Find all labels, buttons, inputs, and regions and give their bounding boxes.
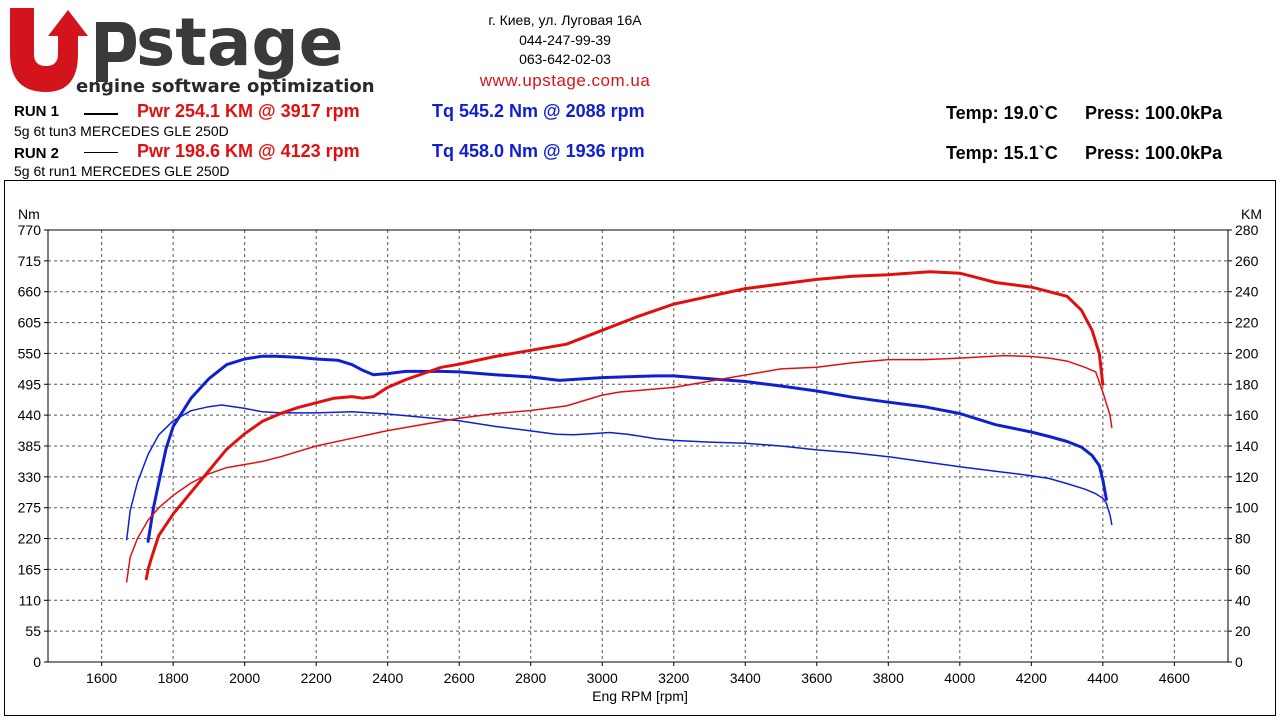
y-left-tick-label: 715 [18,253,42,269]
dyno-chart-frame [4,180,1276,716]
run1-temp: Temp: 19.0`C [946,103,1058,123]
y-left-tick-label: 605 [18,315,42,331]
x-tick-label: 3200 [658,670,689,686]
run1-description: 5g 6t tun3 MERCEDES GLE 250D [14,123,229,139]
y-right-tick-label: 200 [1235,345,1259,361]
y-left-tick-label: 440 [18,407,42,423]
x-tick-label: 2400 [372,670,403,686]
x-tick-label: 2800 [515,670,546,686]
y-right-tick-label: 120 [1235,469,1259,485]
grid-lines [48,229,1228,663]
y-right-tick-label: 20 [1235,623,1251,639]
y-right-tick-label: 100 [1235,500,1259,516]
logo-main-text: stage [136,4,343,81]
x-tick-label: 4200 [1016,670,1047,686]
run2-label: RUN 2 [14,145,60,162]
y-right-tick-label: 160 [1235,407,1259,423]
y-left-tick-label: 275 [18,500,42,516]
y-right-tick-label: 260 [1235,253,1259,269]
x-tick-label: 3600 [801,670,832,686]
run2-press: Press: 100.0kPa [1085,143,1223,163]
phone-2: 063-642-02-03 [519,51,611,67]
y-right-tick-label: 220 [1235,315,1259,331]
y-right-tick-label: 240 [1235,284,1259,300]
y-left-tick-label: 385 [18,438,42,454]
y-right-tick-label: 140 [1235,438,1259,454]
run2-power: Pwr 198.6 KM @ 4123 rpm [137,141,360,161]
y-right-tick-label: 60 [1235,561,1251,577]
y-left-tick-label: 110 [19,592,42,608]
y-right-tick-label: 280 [1235,222,1259,238]
y-right-tick-label: 180 [1235,376,1259,392]
x-tick-label: 4600 [1159,670,1190,686]
y-left-tick-label: 220 [18,531,42,547]
run2-temp: Temp: 15.1`C [946,143,1058,163]
run1-press: Press: 100.0kPa [1085,103,1223,123]
run2-description: 5g 6t run1 MERCEDES GLE 250D [14,163,230,179]
y-left-tick-label: 770 [18,222,42,238]
x-tick-label: 3000 [587,670,618,686]
upstage-logo: stage engine software optimization [4,2,409,107]
series-line-2 [125,404,1113,541]
axis-ticks: 1600 1800 2000 2200 2400 2600 2800 3000 3200 3400… [18,222,1259,686]
run1-power: Pwr 254.1 KM @ 3917 rpm [137,101,360,121]
x-tick-label: 1600 [86,670,117,686]
x-tick-label: 1800 [158,670,189,686]
address: г. Киев, ул. Луговая 16А [488,12,642,28]
y-left-tick-label: 55 [25,623,41,639]
x-tick-label: 3800 [873,670,904,686]
x-tick-label: 4000 [944,670,975,686]
y-left-tick-label: 495 [18,376,42,392]
phone-1: 044-247-99-39 [519,32,611,48]
series-line-3 [144,270,1105,581]
x-tick-label: 2600 [444,670,475,686]
y-left-tick-label: 330 [18,469,42,485]
x-tick-label: 3400 [730,670,761,686]
series-line-4 [125,354,1113,583]
x-tick-label: 2000 [229,670,260,686]
x-tick-label: 4400 [1087,670,1118,686]
y-axis-right-label: KM [1241,206,1262,222]
run2-torque: Tq 458.0 Nm @ 1936 rpm [432,141,645,161]
y-right-tick-label: 40 [1235,592,1251,608]
run2-legend-line [84,152,118,153]
y-left-tick-label: 550 [18,345,42,361]
series-line-1 [146,354,1108,543]
y-left-tick-label: 165 [18,561,42,577]
x-tick-label: 2200 [301,670,332,686]
y-left-tick-label: 660 [18,284,42,300]
logo-sub-text: engine software optimization [76,76,375,97]
data-series [125,270,1113,583]
run1-legend-line [84,113,118,115]
run1-torque: Tq 545.2 Nm @ 2088 rpm [432,101,645,121]
run1-label: RUN 1 [14,103,60,120]
y-right-tick-label: 0 [1235,654,1243,670]
website-link[interactable]: www.upstage.com.ua [479,71,651,90]
x-axis-label: Eng RPM [rpm] [592,688,688,704]
y-left-tick-label: 0 [33,654,41,670]
logo-graphic: stage engine software optimization [10,4,375,97]
y-axis-left-label: Nm [18,206,40,222]
y-right-tick-label: 80 [1235,531,1251,547]
